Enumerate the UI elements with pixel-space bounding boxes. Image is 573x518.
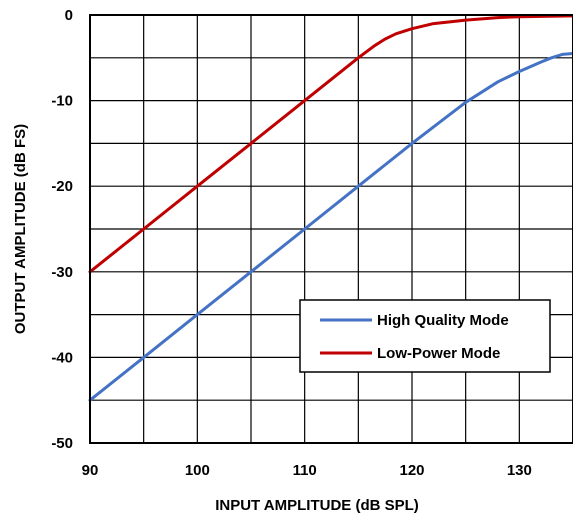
legend-label: High Quality Mode [377,312,509,329]
x-tick-label: 120 [399,462,424,479]
legend-box [299,299,551,373]
y-tick-label: -20 [51,178,73,195]
x-axis-title: INPUT AMPLITUDE (dB SPL) [215,497,419,514]
x-tick-label: 100 [185,462,210,479]
legend: High Quality Mode Low-Power Mode [299,299,551,373]
tick-labels: 90 100 110 120 130 0 -10 -20 -30 -40 -50 [51,7,532,479]
y-tick-label: -10 [51,93,73,110]
y-tick-label: -30 [51,264,73,281]
series-layer [88,14,573,402]
series-line-high-quality-mode [88,52,573,402]
plot-frame [89,14,573,444]
legend-label: Low-Power Mode [377,345,500,362]
y-axis-title: OUTPUT AMPLITUDE (dB FS) [12,124,29,334]
y-tick-label: -40 [51,349,73,366]
series-line-low-power-mode [88,14,573,274]
x-tick-label: 90 [82,462,99,479]
x-tick-label: 110 [293,462,317,479]
y-tick-label: -50 [51,435,73,452]
x-tick-label: 130 [507,462,532,479]
y-tick-label: 0 [65,7,73,24]
